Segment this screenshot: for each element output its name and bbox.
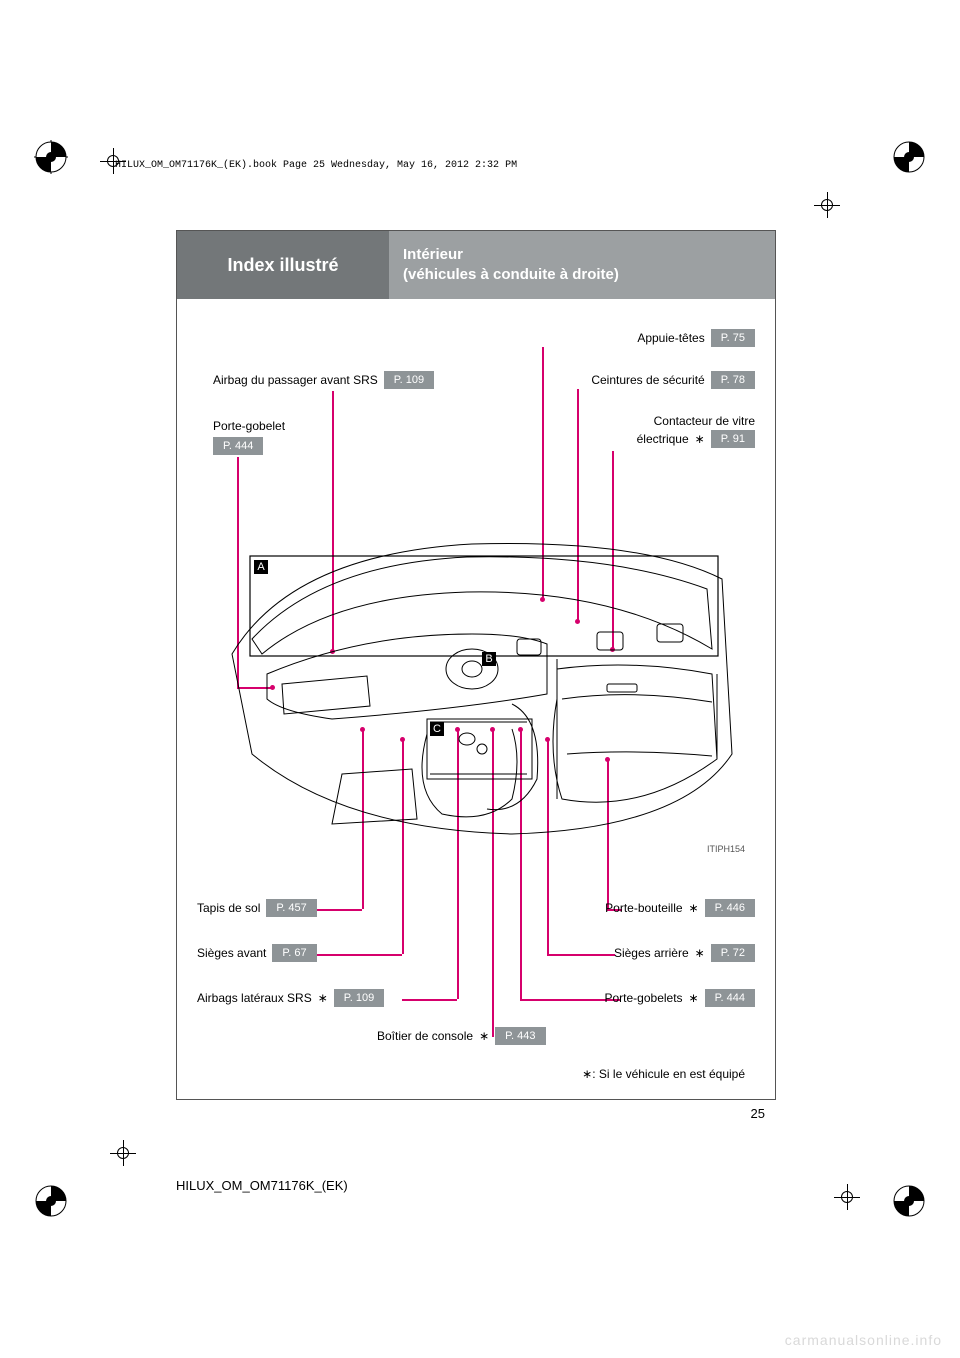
diagram-area: Appuie-têtes P. 75 Ceintures de sécurité…	[177, 299, 775, 1099]
print-header: HILUX_OM_OM71176K_(EK).book Page 25 Wedn…	[115, 160, 517, 171]
callout-airbags-lat: Airbags latéraux SRS ∗ P. 109	[197, 989, 384, 1007]
page-number: 25	[751, 1106, 765, 1121]
callout-label: Boîtier de console	[377, 1029, 473, 1043]
page-ref: P. 444	[705, 989, 755, 1007]
page-ref: P. 91	[711, 430, 755, 448]
page-ref: P. 443	[495, 1027, 545, 1045]
callout-label: Porte-bouteille	[605, 901, 682, 915]
callout-label: Porte-gobelet	[213, 419, 285, 433]
pointer-line	[402, 999, 457, 1001]
page-ref: P. 109	[334, 989, 384, 1007]
footnote-text: : Si le véhicule en est équipé	[592, 1067, 745, 1081]
interior-illustration: A B C	[212, 524, 742, 844]
title-line2: (véhicules à conduite à droite)	[403, 265, 775, 285]
star-icon: ∗	[695, 946, 705, 960]
pointer-line	[307, 954, 402, 956]
page-ref: P. 78	[711, 371, 755, 389]
watermark: carmanualsonline.info	[785, 1332, 942, 1348]
illustration-code: ITIPH154	[707, 844, 745, 854]
callout-porte-gobelet: Porte-gobelet P. 444	[213, 419, 285, 455]
callout-label: Airbags latéraux SRS	[197, 991, 312, 1005]
title-left: Index illustré	[177, 231, 389, 299]
page-root: HILUX_OM_OM71176K_(EK).book Page 25 Wedn…	[0, 0, 960, 1358]
callout-ceintures: Ceintures de sécurité P. 78	[591, 371, 755, 389]
registration-mark	[892, 140, 926, 174]
callout-porte-gobelets: Porte-gobelets ∗ P. 444	[605, 989, 756, 1007]
title-right: Intérieur (véhicules à conduite à droite…	[389, 231, 775, 299]
callout-label: Sièges avant	[197, 946, 266, 960]
callout-airbag-passager: Airbag du passager avant SRS P. 109	[213, 371, 434, 389]
callout-boitier-console: Boîtier de console ∗ P. 443	[377, 1027, 546, 1045]
callout-contacteur-vitre: Contacteur de vitre électrique ∗ P. 91	[637, 414, 755, 448]
page-ref: P. 109	[384, 371, 434, 389]
callout-label: Ceintures de sécurité	[591, 373, 704, 387]
crosshair-mark	[110, 1140, 136, 1166]
callout-label: Porte-gobelets	[605, 991, 683, 1005]
title-line1: Intérieur	[403, 245, 775, 265]
star-icon: ∗	[689, 901, 699, 915]
marker-b: B	[485, 653, 492, 665]
registration-mark	[34, 140, 68, 174]
callout-label: Contacteur de vitre	[654, 414, 755, 428]
callout-sieges-arriere: Sièges arrière ∗ P. 72	[614, 944, 755, 962]
callout-label: Airbag du passager avant SRS	[213, 373, 378, 387]
callout-label: Sièges arrière	[614, 946, 689, 960]
star-icon: ∗	[479, 1029, 489, 1043]
registration-mark	[34, 1184, 68, 1218]
callout-label: Appuie-têtes	[637, 331, 704, 345]
callout-tapis-sol: Tapis de sol P. 457	[197, 899, 317, 917]
page-ref: P. 67	[272, 944, 316, 962]
callout-label: électrique	[637, 432, 689, 446]
page-ref: P. 444	[213, 437, 263, 455]
star-icon: ∗	[318, 991, 328, 1005]
page-ref: P. 72	[711, 944, 755, 962]
page-ref: P. 446	[705, 899, 755, 917]
marker-c: C	[433, 723, 441, 735]
page-ref: P. 75	[711, 329, 755, 347]
callout-appuie-tetes: Appuie-têtes P. 75	[637, 329, 755, 347]
document-id: HILUX_OM_OM71176K_(EK)	[176, 1178, 348, 1193]
callout-porte-bouteille: Porte-bouteille ∗ P. 446	[605, 899, 755, 917]
pointer-line	[312, 909, 362, 911]
registration-mark	[892, 1184, 926, 1218]
star-icon: ∗	[689, 991, 699, 1005]
crosshair-mark	[834, 1184, 860, 1210]
star-icon: ∗	[695, 432, 705, 446]
title-bar: Index illustré Intérieur (véhicules à co…	[177, 231, 775, 299]
page-ref: P. 457	[266, 899, 316, 917]
callout-label: Tapis de sol	[197, 901, 260, 915]
footnote: ∗: Si le véhicule en est équipé	[582, 1067, 745, 1081]
marker-a: A	[257, 561, 265, 573]
content-frame: Index illustré Intérieur (véhicules à co…	[176, 230, 776, 1100]
callout-sieges-avant: Sièges avant P. 67	[197, 944, 317, 962]
crosshair-mark	[814, 192, 840, 218]
pointer-line	[547, 954, 615, 956]
star-icon: ∗	[582, 1067, 592, 1081]
